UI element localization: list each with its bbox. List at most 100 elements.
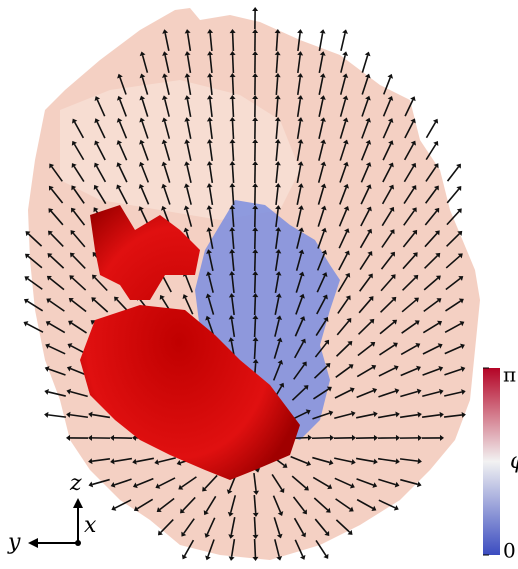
arrowhead [252,512,259,517]
arrowhead [252,205,259,210]
arrowhead [433,140,439,146]
arrowhead [435,252,441,258]
arrow [114,478,132,486]
arrowhead [298,205,304,210]
arrowhead [302,509,307,515]
arrowhead [297,29,304,34]
arrow [382,165,392,183]
arrowhead [181,554,188,560]
arrow [209,32,213,52]
arrowhead [388,162,394,168]
arrowhead [298,271,305,277]
arrowhead [138,206,144,212]
arrow [114,499,132,509]
arrowhead [410,96,416,102]
arrowhead [415,342,421,349]
arrow [314,342,328,358]
arrowhead [183,183,190,188]
arrowhead [410,140,416,146]
arrow [164,55,170,73]
arrowhead [206,161,213,166]
arrow [444,322,462,334]
arrowhead [252,51,259,56]
arrow [185,209,193,227]
arrowhead [319,73,326,78]
arrowhead [207,29,214,34]
arrowhead [69,275,75,281]
arrowhead [432,118,439,124]
arrow [317,187,325,205]
arrowhead [229,95,236,100]
arrowhead [24,253,30,259]
arrowhead [229,249,236,254]
arrowhead [387,118,394,123]
arrowhead [460,343,465,350]
arrowhead [297,161,304,166]
arrowhead [184,29,191,34]
arrow [186,165,192,183]
arrowhead [71,163,77,169]
arrowhead [229,227,236,232]
arrow [141,77,149,95]
arrow [164,33,170,51]
arrow [316,275,326,293]
arrow [339,143,347,161]
arrow [141,99,149,117]
arrowhead [252,29,259,34]
arrowhead [342,51,349,56]
arrowhead [252,95,259,100]
arrowhead [154,459,159,466]
arrowhead [390,251,395,257]
arrowhead [328,459,334,466]
arrow [318,77,324,95]
arrow [380,299,394,313]
arrowhead [252,161,259,166]
arrowhead [439,411,444,418]
arrow [359,276,371,292]
arrow [361,77,369,95]
arrowhead [93,184,99,190]
arrow [207,297,215,315]
arrow [400,390,418,398]
arrow [162,275,172,293]
arrowhead [368,296,374,302]
arrow [317,231,325,249]
arrowhead [25,231,31,237]
arrow [50,210,64,226]
arrow [296,209,302,227]
arrowhead [161,117,168,123]
arrow [183,539,195,557]
arrow [313,388,329,400]
arrow [378,367,396,377]
arrowhead [132,434,137,441]
arrow [292,496,306,512]
arrow [382,99,392,117]
arrowhead [206,117,213,122]
arrow [275,186,279,206]
arrowhead [326,386,332,392]
arrowhead [347,340,353,346]
arrowhead [306,460,312,467]
arrowhead [110,458,115,465]
arrow [158,457,176,463]
arrow [140,165,150,183]
arrowhead [299,293,305,299]
arrow [378,390,396,398]
arrow [339,99,347,117]
arrowhead [71,207,76,213]
arrowhead [297,117,304,122]
arrowhead [342,73,349,79]
arrow [445,255,461,269]
arrow [381,187,393,205]
arrowhead [252,139,259,144]
arrowhead [278,382,285,388]
arrow [296,142,302,162]
arrow [94,276,108,292]
arrow [425,166,437,182]
arrowhead [162,29,169,34]
arrowhead [393,505,399,511]
arrow [141,143,149,161]
arrowhead [457,253,463,259]
arrow [293,517,305,535]
